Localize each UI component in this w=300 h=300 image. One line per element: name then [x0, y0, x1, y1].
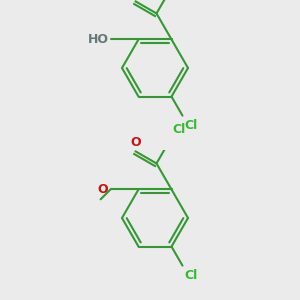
Text: Cl: Cl	[184, 118, 198, 132]
Text: O: O	[130, 136, 141, 149]
Text: Cl: Cl	[184, 268, 198, 282]
Text: O: O	[98, 183, 109, 196]
Text: Cl: Cl	[172, 123, 186, 136]
Text: HO: HO	[88, 33, 109, 46]
